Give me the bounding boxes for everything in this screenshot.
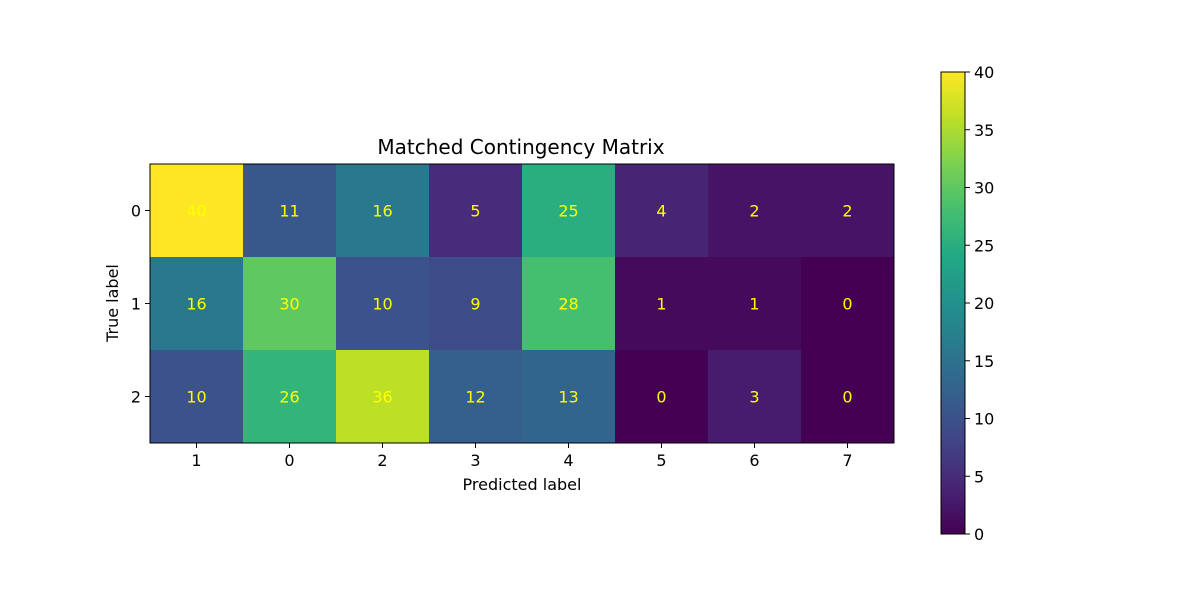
cell-value-label: 2 bbox=[842, 202, 852, 221]
heatmap-cell bbox=[615, 350, 709, 444]
colorbar-tick-label: 25 bbox=[974, 236, 994, 255]
heatmap-cell bbox=[801, 164, 895, 258]
x-tick-label: 6 bbox=[749, 451, 759, 470]
heatmap-cell bbox=[150, 164, 244, 258]
heatmap-cell bbox=[336, 164, 430, 258]
cell-value-label: 36 bbox=[372, 388, 392, 407]
heatmap-cell bbox=[336, 257, 430, 351]
heatmap-cell bbox=[243, 350, 337, 444]
colorbar-tick-label: 35 bbox=[974, 121, 994, 140]
heatmap-cell bbox=[336, 350, 430, 444]
heatmap-cell bbox=[801, 350, 895, 444]
cell-value-label: 2 bbox=[749, 202, 759, 221]
x-tick-label: 4 bbox=[563, 451, 573, 470]
colorbar-tick-label: 0 bbox=[974, 525, 984, 544]
colorbar-tick-label: 20 bbox=[974, 294, 994, 313]
x-tick-label: 0 bbox=[284, 451, 294, 470]
heatmap-cell bbox=[150, 257, 244, 351]
colorbar bbox=[940, 71, 966, 535]
y-tick-label: 2 bbox=[131, 388, 141, 407]
x-axis-ticks: 1 0 2 3 4 5 6 7 bbox=[191, 443, 853, 470]
cell-value-label: 16 bbox=[186, 295, 206, 314]
cell-value-label: 3 bbox=[749, 388, 759, 407]
cell-value-label: 0 bbox=[656, 388, 666, 407]
heatmap-cell bbox=[708, 350, 802, 444]
heatmap-cell bbox=[708, 164, 802, 258]
heatmap-cell bbox=[615, 257, 709, 351]
cell-value-label: 10 bbox=[372, 295, 392, 314]
colorbar-tick-label: 5 bbox=[974, 467, 984, 486]
colorbar-tick-label: 40 bbox=[974, 63, 994, 82]
heatmap-cell bbox=[522, 164, 616, 258]
heatmap-cells bbox=[150, 164, 895, 444]
heatmap-cell bbox=[243, 257, 337, 351]
colorbar-tick-label: 10 bbox=[974, 410, 994, 429]
colorbar-tick-label: 30 bbox=[974, 179, 994, 198]
x-tick-label: 1 bbox=[191, 451, 201, 470]
chart-title: Matched Contingency Matrix bbox=[377, 135, 664, 159]
x-tick-label: 5 bbox=[656, 451, 666, 470]
cell-value-label: 30 bbox=[279, 295, 299, 314]
heatmap-cell bbox=[801, 257, 895, 351]
cell-value-label: 12 bbox=[465, 388, 485, 407]
heatmap-cell bbox=[708, 257, 802, 351]
x-tick-label: 3 bbox=[470, 451, 480, 470]
cell-value-label: 4 bbox=[656, 202, 666, 221]
y-axis-label: True label bbox=[103, 264, 122, 343]
cell-value-label: 25 bbox=[558, 202, 578, 221]
cell-value-label: 0 bbox=[842, 295, 852, 314]
cell-value-label: 1 bbox=[749, 295, 759, 314]
cell-value-label: 13 bbox=[558, 388, 578, 407]
heatmap-cell-labels: 40 11 16 5 25 4 2 216 30 10 9 28 1 1 010 26 36 12 13 0 3 0 bbox=[186, 202, 852, 407]
cell-value-label: 16 bbox=[372, 202, 392, 221]
cell-value-label: 9 bbox=[470, 295, 480, 314]
colorbar-tick-label: 15 bbox=[974, 352, 994, 371]
x-axis-label: Predicted label bbox=[463, 475, 582, 494]
y-tick-label: 1 bbox=[131, 295, 141, 314]
heatmap-cell bbox=[429, 350, 523, 444]
cell-value-label: 40 bbox=[186, 202, 206, 221]
y-tick-label: 0 bbox=[131, 202, 141, 221]
cell-value-label: 1 bbox=[656, 295, 666, 314]
heatmap-cell bbox=[522, 257, 616, 351]
cell-value-label: 28 bbox=[558, 295, 578, 314]
cell-value-label: 11 bbox=[279, 202, 299, 221]
heatmap-cell bbox=[522, 350, 616, 444]
heatmap-cell bbox=[429, 257, 523, 351]
heatmap-cell bbox=[150, 350, 244, 444]
heatmap-cell bbox=[243, 164, 337, 258]
x-tick-label: 7 bbox=[842, 451, 852, 470]
cell-value-label: 0 bbox=[842, 388, 852, 407]
heatmap-cell bbox=[429, 164, 523, 258]
colorbar-ticks: 0 5 10 15 20 25 30 35 40 bbox=[965, 63, 994, 544]
cell-value-label: 26 bbox=[279, 388, 299, 407]
heatmap-cell bbox=[615, 164, 709, 258]
cell-value-label: 10 bbox=[186, 388, 206, 407]
x-tick-label: 2 bbox=[377, 451, 387, 470]
cell-value-label: 5 bbox=[470, 202, 480, 221]
y-axis-ticks: 0 1 2 bbox=[131, 202, 150, 407]
